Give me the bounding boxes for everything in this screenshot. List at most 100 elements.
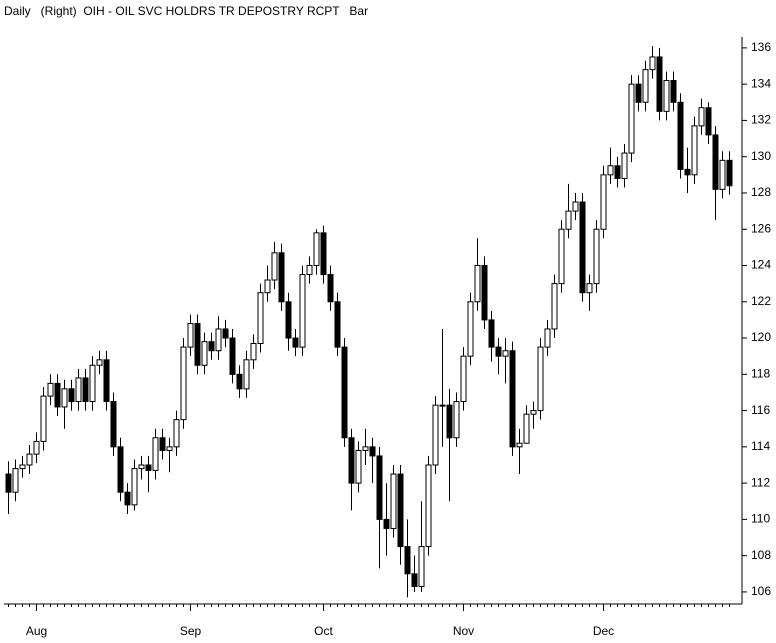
y-tick-label: 132 xyxy=(751,113,771,127)
candle-body xyxy=(530,410,537,415)
candle-body xyxy=(502,350,509,357)
candle-body xyxy=(523,413,530,444)
candle-body xyxy=(103,359,110,403)
candle-body xyxy=(425,464,432,548)
candle-body xyxy=(75,377,82,403)
x-tick-label: Sep xyxy=(180,624,202,638)
x-tick-label: Nov xyxy=(453,624,474,638)
candle-body xyxy=(418,546,425,587)
candle-body xyxy=(446,404,453,439)
candle-body xyxy=(306,265,313,276)
candle-body xyxy=(656,56,663,112)
candle-body xyxy=(110,401,117,448)
candle-body xyxy=(40,395,47,442)
candle-body xyxy=(628,83,635,154)
chart-title: Daily (Right) OIH - OIL SVC HOLDRS TR DE… xyxy=(4,4,368,18)
candle-body xyxy=(537,346,544,412)
candle-body xyxy=(376,455,383,520)
candle-body xyxy=(453,401,460,439)
candle-body xyxy=(208,341,215,352)
candle-body xyxy=(635,83,642,103)
candle-body xyxy=(250,342,257,361)
candle-body xyxy=(236,373,243,390)
candle-body xyxy=(12,468,19,493)
candle-body xyxy=(677,101,684,170)
candle-body xyxy=(82,377,89,403)
candle-body xyxy=(705,107,712,136)
candle-body xyxy=(222,328,229,339)
candle-body xyxy=(61,388,68,408)
candle-body xyxy=(516,442,523,448)
y-tick-label: 126 xyxy=(751,221,771,235)
y-tick-label: 120 xyxy=(751,330,771,344)
candle-body xyxy=(551,283,558,330)
candle-body xyxy=(271,252,278,281)
candle-body xyxy=(404,546,411,575)
candle-body xyxy=(474,265,481,303)
candle-body xyxy=(348,437,355,484)
candle-body xyxy=(327,274,334,303)
candle-body xyxy=(166,446,173,451)
candle-body xyxy=(5,473,12,493)
candle-body xyxy=(481,265,488,321)
candle-body xyxy=(124,491,131,506)
candle-body xyxy=(698,107,705,127)
candle-body xyxy=(642,69,649,103)
candle-body xyxy=(558,228,565,285)
candle-body xyxy=(96,359,103,366)
y-tick-label: 122 xyxy=(751,294,771,308)
candle-body xyxy=(117,446,124,493)
candle-body xyxy=(299,274,306,348)
y-tick-label: 114 xyxy=(751,439,770,453)
candle-body xyxy=(19,464,26,470)
candle-body xyxy=(719,159,726,190)
candle-body xyxy=(54,382,61,408)
candle-body xyxy=(649,56,656,71)
candle-body xyxy=(131,468,138,506)
y-tick-label: 112 xyxy=(751,475,770,489)
y-tick-label: 124 xyxy=(751,258,771,272)
candle-body xyxy=(26,453,33,466)
candle-body xyxy=(495,346,502,357)
candle-body xyxy=(509,350,516,448)
candle-body xyxy=(439,404,446,407)
candle-body xyxy=(362,446,369,451)
candle-body xyxy=(187,323,194,348)
candle-body xyxy=(334,301,341,348)
candle-body xyxy=(390,473,397,529)
y-tick-label: 116 xyxy=(751,403,770,417)
candle-body xyxy=(565,210,572,230)
candle-body xyxy=(593,228,600,285)
candle-body xyxy=(467,301,474,357)
candle-body xyxy=(47,382,54,397)
candle-body xyxy=(355,449,362,484)
candle-body xyxy=(264,279,271,294)
candle-body xyxy=(285,301,292,339)
candle-body xyxy=(607,165,614,176)
candle-body xyxy=(341,346,348,439)
x-tick-label: Dec xyxy=(593,624,614,638)
candle-body xyxy=(138,464,145,470)
candle-body xyxy=(33,440,40,455)
candle-body xyxy=(159,437,166,451)
y-tick-label: 134 xyxy=(751,76,771,90)
candle-body xyxy=(691,125,698,176)
candle-body xyxy=(292,337,299,348)
candle-body xyxy=(152,437,159,471)
x-tick-label: Aug xyxy=(26,624,47,638)
candle-body xyxy=(194,323,201,366)
candle-body xyxy=(278,252,285,303)
candle-body xyxy=(586,283,593,294)
candle-body xyxy=(173,419,180,448)
candle-body xyxy=(201,341,208,366)
y-tick-label: 106 xyxy=(751,584,771,598)
candle-body xyxy=(726,159,733,187)
candle-body xyxy=(579,201,586,294)
y-tick-label: 136 xyxy=(751,40,771,54)
candle-body xyxy=(215,328,222,352)
candle-body xyxy=(320,232,327,276)
y-tick-label: 110 xyxy=(751,512,770,526)
candle-body xyxy=(614,165,621,179)
candle-body xyxy=(313,232,320,267)
